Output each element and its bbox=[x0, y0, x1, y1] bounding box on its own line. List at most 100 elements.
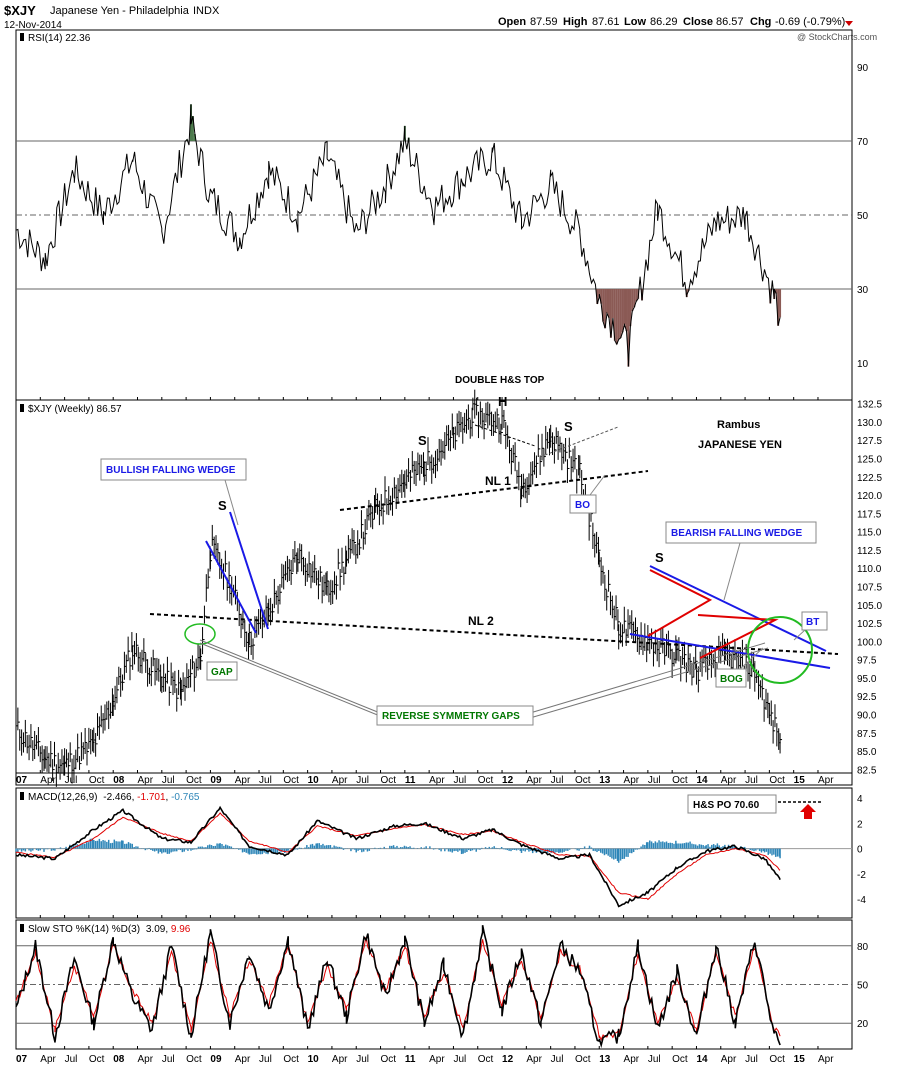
x-axis-tick: 08 bbox=[113, 1054, 125, 1065]
bullish-wedge-lower bbox=[229, 511, 269, 630]
macd-y-tick: 4 bbox=[857, 794, 863, 805]
gap-pointer-1 bbox=[199, 639, 381, 714]
price-y-tick: 107.5 bbox=[857, 583, 882, 594]
hs-po-box bbox=[687, 794, 777, 814]
x-axis-tick: Oct bbox=[672, 775, 688, 786]
up-arrow-icon bbox=[800, 804, 816, 819]
macd-plot bbox=[15, 805, 852, 908]
nl2-label: NL 2 bbox=[468, 614, 494, 628]
x-axis-tick: Apr bbox=[526, 775, 542, 786]
sto-y-tick: 20 bbox=[857, 1019, 869, 1030]
chart-exchange: INDX bbox=[193, 5, 220, 17]
chg-value: -0.69 (-0.79%) bbox=[775, 16, 845, 28]
rsi-legend: RSI(14) 22.36 bbox=[20, 33, 91, 44]
x-axis-tick: Jul bbox=[551, 775, 564, 786]
price-y-tick: 120.0 bbox=[857, 491, 882, 502]
price-y-tick: 132.5 bbox=[857, 400, 882, 411]
x-axis-tick: 10 bbox=[308, 1054, 320, 1065]
macd-legend-value: -2.466 bbox=[103, 792, 132, 803]
x-axis-tick: Apr bbox=[429, 775, 445, 786]
x-axis-tick: 14 bbox=[696, 1054, 708, 1065]
x-axis-tick: Apr bbox=[818, 1054, 834, 1065]
high-value: 87.61 bbox=[592, 16, 620, 28]
price-y-tick: 97.5 bbox=[857, 656, 877, 667]
price-y-tick: 105.0 bbox=[857, 601, 882, 612]
rsi-legend-text: RSI(14) 22.36 bbox=[28, 33, 91, 44]
x-axis-tick: Oct bbox=[575, 1054, 591, 1065]
x-axis-tick: 12 bbox=[502, 775, 514, 786]
bt-text: BT bbox=[806, 617, 819, 628]
x-axis-tick: 07 bbox=[16, 1054, 28, 1065]
price-y-tick: 92.5 bbox=[857, 692, 877, 703]
x-axes: 07 Apr Jul Oct 08 Apr Jul Oct 09 Apr Jul Oct 10 Apr Ju… bbox=[15, 397, 834, 1065]
red-triangle-2 bbox=[697, 614, 779, 659]
x-axis-tick: 10 bbox=[308, 775, 320, 786]
x-axis-tick: Oct bbox=[478, 775, 494, 786]
bearish-wedge-text: BEARISH FALLING WEDGE bbox=[671, 528, 802, 539]
x-axis-tick: Jul bbox=[648, 1054, 661, 1065]
x-axis-tick: Oct bbox=[283, 1054, 299, 1065]
x-axis-tick: 13 bbox=[599, 775, 611, 786]
bo-box bbox=[569, 494, 597, 514]
nl1-label: NL 1 bbox=[485, 474, 511, 488]
bearish-wedge-lower bbox=[629, 633, 831, 669]
x-axis-tick: Jul bbox=[356, 1054, 369, 1065]
gap-text: GAP bbox=[211, 667, 233, 678]
x-axis-tick: 13 bbox=[599, 1054, 611, 1065]
x-axis-tick: Apr bbox=[235, 775, 251, 786]
sto-k-line bbox=[15, 925, 781, 1049]
price-legend: $XJY (Weekly) 86.57 bbox=[20, 404, 122, 415]
x-axis-tick: Apr bbox=[721, 775, 737, 786]
price-y-tick: 117.5 bbox=[857, 509, 882, 520]
rsi-plot bbox=[15, 104, 852, 367]
reverse-gaps-box bbox=[376, 705, 534, 726]
x-axis-tick: Apr bbox=[721, 1054, 737, 1065]
x-axis-tick: 07 bbox=[16, 775, 28, 786]
bt-box bbox=[801, 611, 828, 631]
hs-po-annotation: H&S PO 70.60 bbox=[687, 794, 822, 819]
gap-pointer-3 bbox=[529, 642, 766, 714]
x-axis-tick: Jul bbox=[259, 775, 272, 786]
x-axis-tick: Jul bbox=[453, 775, 466, 786]
macd-y-tick: 0 bbox=[857, 845, 863, 856]
macd-line bbox=[15, 805, 781, 908]
right-shoulder-label: S bbox=[564, 419, 573, 434]
price-y-tick: 87.5 bbox=[857, 729, 877, 740]
x-axis-tick: Apr bbox=[332, 1054, 348, 1065]
macd-legend: MACD(12,26,9) -2.466, -1.701, -0.765 bbox=[20, 792, 200, 803]
price-y-tick: 130.0 bbox=[857, 418, 882, 429]
gap-box bbox=[206, 661, 238, 681]
gap-circle bbox=[184, 623, 216, 645]
x-axis-tick: Apr bbox=[429, 1054, 445, 1065]
bearish-shoulder-label: S bbox=[655, 550, 664, 565]
reverse-gaps-text: REVERSE SYMMETRY GAPS bbox=[382, 711, 520, 722]
bog-box bbox=[715, 668, 747, 688]
bullish-wedge-upper bbox=[205, 540, 257, 634]
chart-symbol: $XJY bbox=[4, 3, 36, 18]
x-axis-tick: 15 bbox=[794, 775, 806, 786]
close-value: 86.57 bbox=[716, 16, 744, 28]
x-axis-tick: 14 bbox=[696, 775, 708, 786]
x-axis-tick: Apr bbox=[235, 1054, 251, 1065]
rsi-line bbox=[15, 104, 781, 367]
bo-text: BO bbox=[575, 500, 590, 511]
low-value: 86.29 bbox=[650, 16, 678, 28]
neckline-1 bbox=[339, 470, 649, 511]
x-axis-tick: 12 bbox=[502, 1054, 514, 1065]
x-axis-tick: Jul bbox=[745, 1054, 758, 1065]
macd-y-tick: 2 bbox=[857, 819, 863, 830]
x-axis-tick: Jul bbox=[162, 1054, 175, 1065]
open-value: 87.59 bbox=[530, 16, 558, 28]
x-axis-tick: Jul bbox=[551, 1054, 564, 1065]
x-axis-tick: Oct bbox=[283, 775, 299, 786]
down-arrow-icon bbox=[845, 21, 853, 26]
low-label: Low bbox=[624, 16, 646, 28]
x-axis-tick: Apr bbox=[818, 775, 834, 786]
x-axis-tick: Oct bbox=[89, 775, 105, 786]
x-axis-tick: Oct bbox=[478, 1054, 494, 1065]
price-y-tick: 100.0 bbox=[857, 637, 882, 648]
macd-legend-hist: -0.765 bbox=[171, 792, 200, 803]
macd-panel bbox=[15, 787, 853, 919]
double-hs-top-label: DOUBLE H&S TOP bbox=[455, 375, 545, 386]
x-axis-tick: 11 bbox=[405, 775, 416, 786]
